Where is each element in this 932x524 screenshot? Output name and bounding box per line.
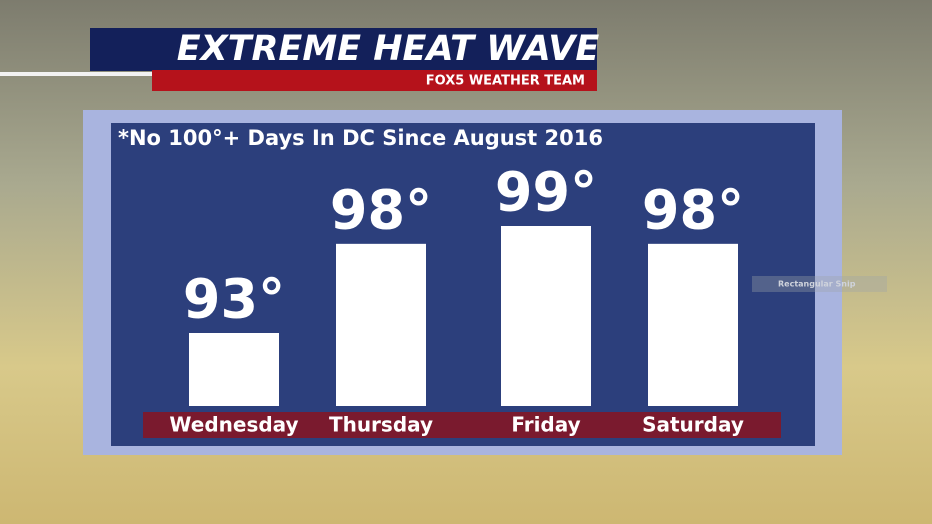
title-banner	[90, 28, 597, 71]
annotation: *No 100°+ Days In DC Since August 2016	[118, 126, 603, 150]
bar	[648, 243, 738, 406]
x-tick-label: Thursday	[329, 413, 433, 437]
bar	[336, 243, 426, 406]
chart-title: EXTREME HEAT WAVE	[177, 29, 600, 69]
watermark: Rectangular Snip	[778, 280, 856, 289]
snip-overlay	[752, 276, 887, 292]
x-tick-label: Wednesday	[169, 413, 298, 437]
accent-line	[0, 72, 155, 76]
value-label: 98°	[330, 178, 432, 241]
value-label: 93°	[183, 268, 285, 331]
subtitle-banner	[152, 70, 597, 91]
x-tick-label: Saturday	[642, 413, 744, 437]
x-tick-label: Friday	[511, 413, 580, 437]
value-label: 99°	[495, 161, 597, 224]
value-label: 98°	[642, 178, 744, 241]
category-band	[143, 412, 781, 438]
subtitle: FOX5 WEATHER TEAM	[426, 74, 585, 89]
bar	[501, 226, 591, 406]
bar	[189, 333, 279, 406]
